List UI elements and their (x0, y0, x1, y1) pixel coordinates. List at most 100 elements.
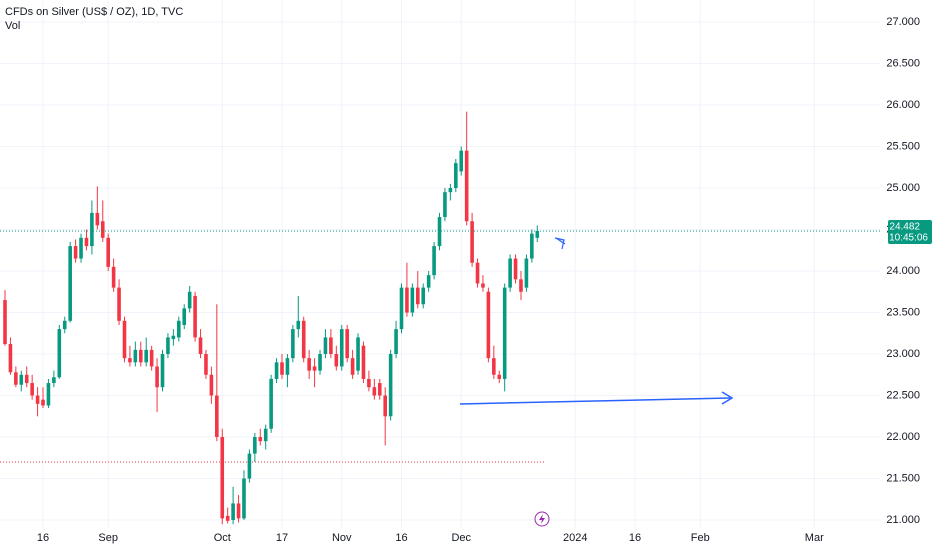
candle-body (269, 378, 273, 429)
candle-body (3, 300, 7, 345)
candle-body (377, 383, 382, 396)
candle-body (95, 212, 100, 226)
candle-body (307, 358, 311, 371)
candle-body (24, 374, 29, 384)
candle-body (502, 287, 507, 379)
candle-body (35, 395, 40, 404)
drawn-arrow-small (555, 237, 566, 245)
candle-body (388, 354, 393, 417)
candle-body (296, 320, 301, 330)
x-tick-label: Nov (332, 532, 352, 544)
candle-body (236, 503, 241, 519)
candle-body (513, 258, 518, 280)
candle-body (437, 217, 442, 247)
x-tick-label: Oct (214, 532, 231, 544)
y-tick-label: 22.500 (886, 389, 920, 401)
candle-body (274, 362, 279, 379)
x-tick-label: 16 (37, 532, 49, 544)
candle-body (62, 320, 67, 330)
candle-body (231, 503, 235, 521)
y-tick-label: 23.000 (886, 348, 920, 360)
y-tick-label: 21.000 (886, 514, 920, 526)
candle-body (204, 354, 208, 375)
candle-body (291, 329, 295, 359)
candle-body (399, 287, 404, 330)
candle-body (90, 212, 94, 247)
candle-body (421, 287, 426, 305)
x-tick-label: Sep (98, 532, 118, 544)
candle-body (258, 437, 263, 442)
candle-body (79, 237, 83, 259)
y-tick-label: 27.000 (886, 16, 920, 28)
x-tick-label: 17 (276, 532, 288, 544)
candle-body (52, 377, 56, 384)
candle-body (464, 150, 469, 222)
candle-body (144, 349, 149, 363)
candle-body (171, 335, 176, 340)
candle-body (323, 337, 328, 355)
candle-body (166, 337, 170, 355)
candle-body (155, 366, 159, 388)
candle-body (225, 515, 230, 521)
x-tick-label: 16 (629, 532, 641, 544)
candle-body (128, 358, 132, 363)
candle-body (138, 349, 143, 363)
candle-body (301, 320, 306, 359)
candle-body (242, 478, 246, 519)
candle-body (133, 349, 138, 363)
candle-body (318, 354, 322, 371)
candle-body (535, 231, 540, 238)
candle-body (350, 358, 355, 375)
candle-body (106, 237, 110, 267)
candle-body (312, 366, 317, 371)
candle-body (19, 374, 24, 385)
candle-body (329, 337, 333, 355)
candle-body (334, 354, 339, 367)
candle-body (470, 221, 474, 263)
candle-body (100, 221, 105, 238)
y-tick-label: 21.500 (886, 472, 920, 484)
candle-body (263, 428, 268, 442)
candle-body (339, 329, 344, 367)
candle-body (345, 329, 349, 359)
candle-body (57, 329, 62, 378)
drawn-arrow-head (721, 391, 734, 405)
event-icon[interactable] (534, 511, 550, 527)
candle-body (111, 266, 116, 288)
candle-body (475, 262, 480, 284)
candle-body (405, 287, 409, 313)
candle-body (8, 344, 13, 373)
candle-body (530, 233, 534, 259)
candle-body (492, 358, 496, 375)
candle-body (372, 387, 377, 396)
candle-body (280, 362, 284, 375)
candle-body (220, 437, 225, 519)
volume-label: Vol (5, 20, 20, 32)
candle-body (426, 275, 431, 288)
y-tick-label: 25.000 (886, 182, 920, 194)
candle-body (410, 287, 415, 313)
candle-body (160, 354, 165, 388)
candle-body (486, 291, 491, 359)
x-tick-label: Feb (691, 532, 710, 544)
candle-body (497, 374, 502, 379)
y-tick-label: 26.000 (886, 99, 920, 111)
candle-body (524, 258, 529, 288)
candle-body (356, 337, 360, 371)
candle-body (215, 395, 219, 438)
last-price-label: 24.482 (889, 222, 920, 233)
candle-body (415, 287, 420, 305)
candles (0, 111, 880, 525)
candle-body (14, 372, 18, 385)
y-tick-label: 24.000 (886, 265, 920, 277)
candle-body (149, 349, 154, 367)
candle-body (193, 295, 197, 338)
x-tick-label: 16 (395, 532, 407, 544)
candle-body (187, 291, 192, 309)
candle-body (432, 246, 436, 276)
countdown-label: 10:45:06 (889, 233, 928, 244)
last-price-box (888, 220, 932, 245)
y-tick-label: 26.500 (886, 57, 920, 69)
